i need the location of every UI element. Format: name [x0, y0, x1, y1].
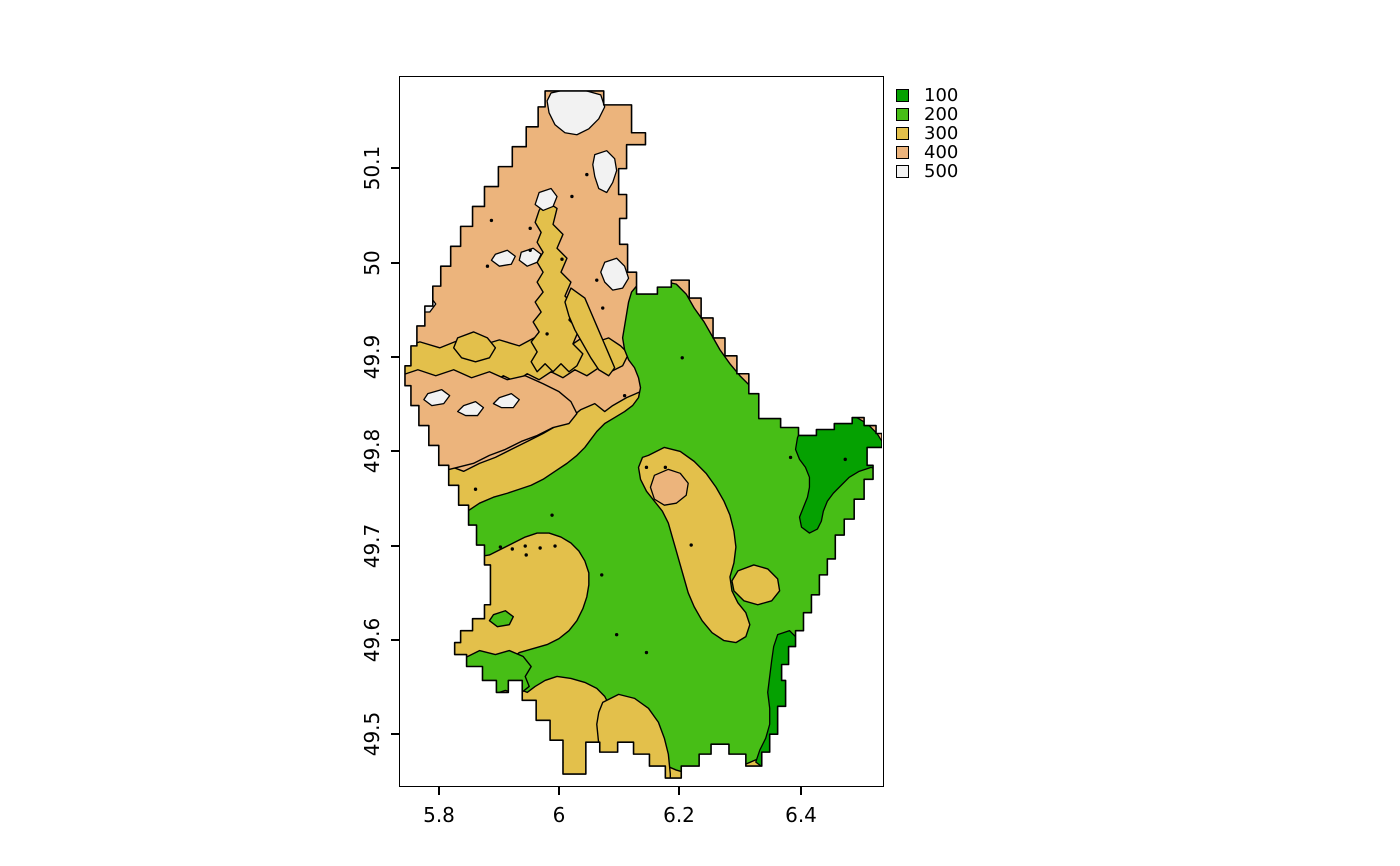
legend: 100 200 300 400 500 — [896, 86, 958, 181]
legend-label-500: 500 — [924, 161, 959, 182]
region-elev-500-patch-band-a — [423, 389, 451, 407]
legend-item-400: 400 — [896, 143, 958, 162]
x-axis-tick — [438, 787, 440, 795]
y-axis-label: 49.6 — [360, 617, 384, 663]
region-elev-500-patch-band-c — [492, 393, 520, 409]
y-axis-label: 50 — [360, 250, 384, 276]
country-outline — [404, 90, 882, 779]
y-axis-label: 49.7 — [360, 523, 384, 569]
legend-item-100: 100 — [896, 86, 958, 105]
x-axis-tick — [800, 787, 802, 795]
region-elev-500-patch-e — [600, 257, 630, 291]
y-axis-tick — [391, 545, 399, 547]
y-axis-tick — [391, 450, 399, 452]
legend-swatch-500 — [896, 165, 909, 178]
legend-swatch-400 — [896, 146, 909, 159]
y-axis-label: 49.8 — [360, 428, 384, 474]
region-elev-500-top — [546, 90, 606, 136]
legend-label-100: 100 — [924, 85, 959, 106]
region-elev-300-east-hole — [731, 564, 781, 606]
region-elev-400-patch-center — [649, 468, 689, 506]
region-elev-400-patch-bottom — [542, 751, 564, 779]
y-axis-label: 50.1 — [360, 145, 384, 191]
y-axis-tick — [391, 639, 399, 641]
y-axis-tick — [391, 733, 399, 735]
x-axis-tick — [558, 787, 560, 795]
legend-item-200: 200 — [896, 105, 958, 124]
legend-swatch-100 — [896, 89, 909, 102]
plot-area — [399, 76, 884, 787]
region-elev-500-patch-b — [534, 187, 558, 212]
legend-item-500: 500 — [896, 162, 958, 181]
region-elev-300-tongue-fork — [564, 287, 616, 377]
x-axis-tick — [678, 787, 680, 795]
y-axis-tick — [391, 356, 399, 358]
legend-label-300: 300 — [924, 123, 959, 144]
region-elev-400-patch-southwest — [462, 679, 489, 715]
legend-item-300: 300 — [896, 124, 958, 143]
region-elev-200-west-islet — [488, 610, 514, 628]
legend-swatch-300 — [896, 127, 909, 140]
contour-dots — [473, 172, 847, 655]
y-axis-tick — [391, 167, 399, 169]
x-axis-label: 5.8 — [423, 803, 455, 827]
map-svg — [404, 90, 882, 779]
y-axis-label: 49.5 — [360, 711, 384, 757]
y-axis-label: 49.9 — [360, 334, 384, 380]
x-axis-label: 6 — [552, 803, 566, 827]
legend-label-200: 200 — [924, 104, 959, 125]
region-elev-500-patch-a — [592, 150, 618, 194]
legend-swatch-200 — [896, 108, 909, 121]
region-elev-100-northeast-strip — [794, 412, 882, 534]
legend-label-400: 400 — [924, 142, 959, 163]
region-elev-300-nw-pocket — [452, 331, 497, 363]
y-axis-tick — [391, 262, 399, 264]
region-elev-500-patch-band-b — [456, 400, 485, 417]
region-elev-500-patch-c — [518, 247, 542, 267]
map-regions — [404, 90, 882, 779]
region-elev-500-patch-d — [490, 249, 516, 267]
x-axis-label: 6.2 — [663, 803, 695, 827]
x-axis-label: 6.4 — [785, 803, 817, 827]
